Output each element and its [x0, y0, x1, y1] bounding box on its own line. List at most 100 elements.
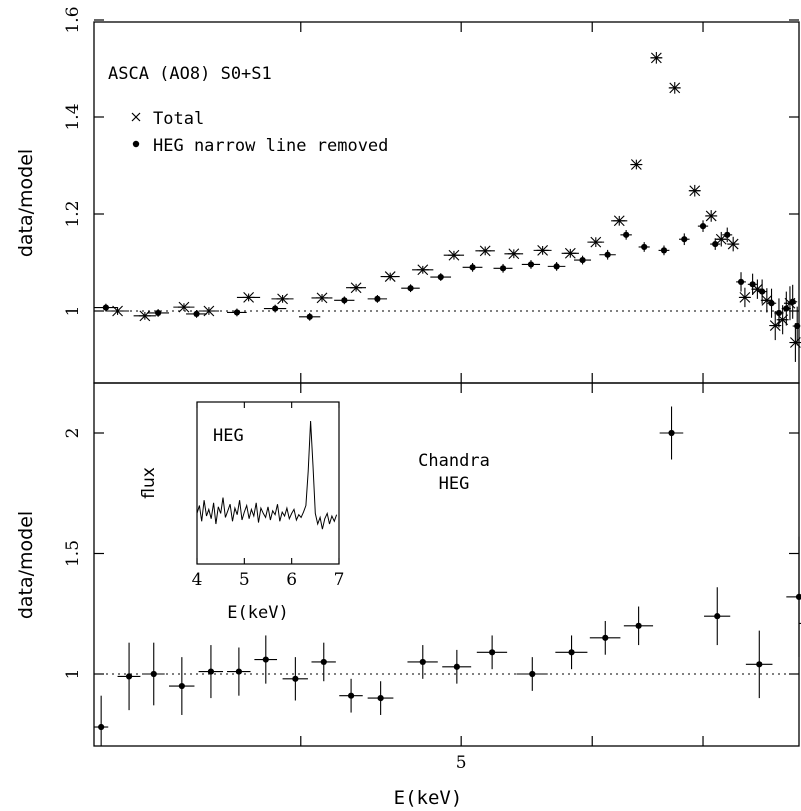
chandra-point: [407, 645, 438, 679]
chandra-point: [516, 657, 548, 691]
inset-x-axis: 4 5 6 7: [192, 402, 345, 590]
heg-removed-point: [766, 288, 777, 318]
heg-removed-point: [547, 262, 566, 271]
chandra-point: [704, 587, 731, 646]
total-point: [688, 184, 701, 197]
chandra-point: [442, 649, 472, 684]
total-point: [611, 215, 628, 227]
chandra-point: [786, 536, 801, 658]
total-point: [650, 52, 663, 64]
inset-title: HEG: [213, 426, 244, 446]
heg-removed-point: [792, 306, 801, 346]
total-point: [561, 247, 579, 259]
chandra-ytick-label: 1.5: [63, 540, 83, 567]
heg-removed-point: [574, 255, 592, 265]
total-point: [412, 264, 434, 276]
heg-removed-point: [620, 230, 632, 240]
inset-xtick-label: 6: [286, 570, 297, 590]
asca-ytick-label: 1.4: [63, 103, 83, 130]
chandra-point: [339, 678, 363, 713]
heg-removed-point: [697, 220, 709, 232]
heg-removed-point: [710, 238, 721, 250]
chandra-point: [623, 606, 654, 646]
legend-total-label: Total: [153, 109, 204, 129]
heg-removed-point: [298, 312, 321, 321]
heg-removed-point: [747, 273, 758, 295]
chandra-y-axis: 11.52: [63, 428, 799, 680]
total-point: [630, 159, 643, 170]
chandra-ytick-label: 1: [63, 669, 83, 680]
inset-x-axis-label: E(keV): [227, 603, 288, 623]
inset-xtick-label: 4: [192, 570, 203, 590]
total-point: [789, 323, 801, 362]
total-point: [271, 293, 294, 305]
heg-removed-point: [658, 245, 670, 256]
heg-removed-point: [679, 233, 690, 246]
heg-removed-point: [94, 303, 118, 312]
heg-removed-point: [147, 309, 170, 317]
heg-removed-point: [599, 249, 616, 260]
chandra-point: [745, 630, 773, 699]
chandra-panel: 11.52 5 data/model E(keV) Chandra HEG: [15, 382, 801, 809]
chandra-point: [198, 645, 224, 699]
heg-removed-point: [757, 279, 767, 304]
chandra-point: [94, 695, 109, 746]
heg-removed-point: [430, 273, 452, 281]
inset-xtick-label: 7: [334, 570, 345, 590]
asca-ytick-label: 1: [63, 306, 83, 317]
chandra-point: [282, 657, 308, 701]
chandra-point: [169, 657, 195, 715]
legend-total-marker: [131, 112, 141, 122]
total-point: [475, 245, 495, 257]
inset-xtick-label: 5: [239, 570, 250, 590]
chandra-x-axis-label: E(keV): [394, 787, 463, 809]
chandra-point: [142, 642, 165, 706]
chandra-point: [659, 406, 684, 460]
inset-y-axis-label: flux: [139, 467, 159, 499]
chandra-point: [254, 635, 278, 684]
total-point: [311, 292, 333, 304]
heg-removed-point: [521, 260, 541, 269]
heg-removed-point: [186, 310, 207, 318]
chandra-point: [476, 635, 508, 670]
heg-removed-point: [401, 284, 420, 293]
total-point: [533, 244, 552, 256]
chandra-x-axis: 5: [300, 383, 704, 773]
heg-removed-point: [736, 272, 746, 292]
chandra-xtick-label: 5: [456, 753, 467, 773]
asca-legend: Total HEG narrow line removed: [131, 109, 388, 156]
heg-removed-point: [334, 296, 355, 305]
chandra-point: [117, 642, 141, 711]
asca-data-points: [94, 52, 801, 362]
asca-panel: 1 1.2 1.4 1.6 data/model ASCA (AO8) S0+S1 T…: [15, 6, 801, 384]
inset-spectrum-line: [196, 420, 338, 530]
heg-removed-point: [367, 294, 388, 303]
chandra-point: [555, 635, 588, 670]
total-point: [443, 249, 465, 261]
heg-removed-point: [493, 263, 513, 273]
heg-inset: 4 5 6 7 HEG flux E(keV): [139, 401, 345, 623]
chandra-title-line-2: HEG: [439, 474, 470, 494]
chandra-ytick-label: 2: [63, 428, 83, 439]
total-point: [668, 82, 681, 94]
asca-y-axis-label: data/model: [15, 149, 37, 257]
total-point: [380, 271, 400, 282]
chandra-point: [589, 620, 621, 655]
chandra-title-line-1: Chandra: [418, 451, 490, 471]
total-point: [198, 305, 220, 317]
chandra-point: [311, 642, 336, 682]
heg-removed-point: [774, 298, 784, 328]
total-point: [504, 248, 524, 260]
asca-ytick-label: 1.6: [63, 6, 83, 33]
total-point: [173, 301, 195, 313]
total-point: [705, 210, 718, 222]
inset-frame: [196, 401, 340, 565]
heg-removed-point: [638, 242, 650, 252]
asca-y-axis: 1 1.2 1.4 1.6: [63, 6, 799, 316]
chandra-point: [367, 681, 394, 715]
total-point: [738, 287, 751, 308]
heg-removed-point: [788, 284, 798, 319]
total-point: [727, 236, 740, 252]
chandra-point: [227, 647, 251, 696]
